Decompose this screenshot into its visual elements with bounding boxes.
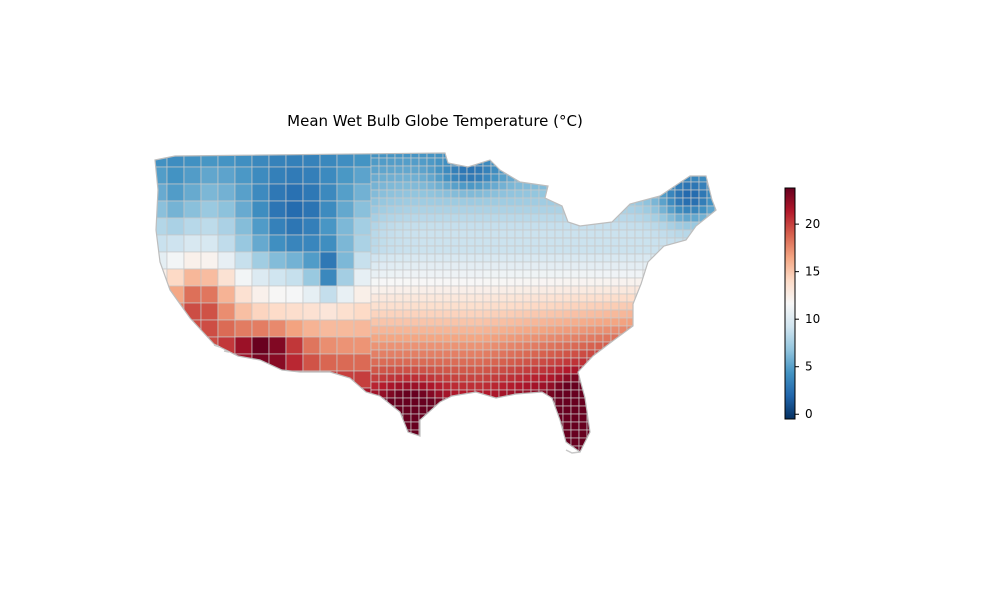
map-title: Mean Wet Bulb Globe Temperature (°C) bbox=[287, 112, 583, 130]
colorbar-gradient bbox=[784, 187, 796, 420]
colorbar-tick-label: 10 bbox=[805, 312, 820, 326]
colorbar-tick-label: 15 bbox=[805, 265, 820, 279]
channel-islands bbox=[213, 344, 230, 353]
colorbar-ticks: 0 5 10 15 20 bbox=[795, 217, 820, 421]
florida-keys bbox=[565, 449, 581, 454]
colorbar-tick-label: 0 bbox=[805, 407, 813, 421]
colorbar-tick-label: 20 bbox=[805, 217, 820, 231]
colorbar-tick-label: 5 bbox=[805, 360, 813, 374]
